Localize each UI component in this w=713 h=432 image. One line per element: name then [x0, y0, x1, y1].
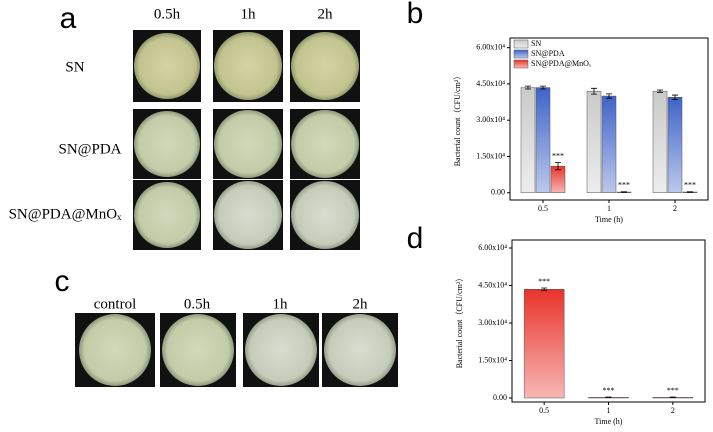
panel-label: c — [55, 265, 70, 298]
bar — [535, 87, 551, 193]
column-label: 0.5h — [154, 6, 181, 22]
x-axis-title: Time (h) — [595, 417, 623, 426]
y-tick-label: 3.00x10⁴ — [478, 318, 507, 327]
column-label: 0.5h — [184, 296, 211, 312]
y-tick-label: 6.00x10⁴ — [476, 42, 505, 51]
y-tick-label: 0.00 — [493, 393, 507, 402]
bar — [667, 96, 683, 193]
error-bar — [657, 89, 663, 93]
error-bar — [591, 87, 597, 95]
chart: d 0.00 1.50x10⁴ 3.00x10⁴ 4.50x10⁴ 6.00x10⁴ Bac… — [407, 222, 706, 426]
error-bar — [605, 396, 612, 398]
column-label: control — [94, 296, 137, 312]
bar — [652, 90, 668, 193]
y-tick-label: 6.00x10⁴ — [478, 243, 507, 252]
x-tick-label: 0.5 — [538, 204, 548, 213]
panel-label: b — [407, 0, 424, 30]
x-tick-label: 1 — [607, 204, 611, 213]
legend-swatch — [513, 49, 529, 59]
bar — [520, 87, 536, 193]
row-label: SN — [65, 59, 84, 75]
significance-label: *** — [603, 386, 615, 395]
row-label: SN@PDA@MnOₓ — [9, 206, 122, 222]
error-bar — [540, 85, 546, 90]
x-tick-label: 2 — [671, 406, 675, 415]
panel-a: a 0.5h 1h 2h SN SN@PDA SN@PDA@MnOₓ — [9, 2, 360, 250]
column-label: 1h — [273, 296, 289, 312]
bar — [586, 90, 602, 193]
significance-label: *** — [618, 181, 630, 190]
x-tick-label: 2 — [673, 204, 677, 213]
error-bar — [606, 93, 612, 99]
chart: b 0.00 1.50x10⁴ 3.00x10⁴ 4.50x10⁴ 6.00x10⁴ Bac… — [407, 0, 709, 224]
legend-label: SN — [531, 39, 541, 48]
legend-label: SN@PDA — [531, 49, 565, 58]
y-axis-title: Bacterial count（CFU/cm²） — [455, 274, 464, 369]
y-tick-label: 1.50x10⁴ — [478, 355, 507, 364]
y-axis-title: Bacterial count（CFU/cm²） — [453, 72, 462, 167]
legend-label: SN@PDA@MnOₓ — [531, 59, 592, 68]
y-tick-label: 1.50x10⁴ — [476, 151, 505, 160]
x-tick-label: 1 — [607, 406, 611, 415]
significance-label: *** — [667, 386, 679, 395]
y-tick-label: 4.50x10⁴ — [478, 280, 507, 289]
error-bar — [672, 94, 678, 100]
x-axis-title: Time (h) — [595, 215, 623, 224]
plate-photos — [75, 313, 398, 387]
x-tick-label: 0.5 — [539, 406, 549, 415]
error-bar — [541, 287, 548, 291]
panel-label: a — [60, 2, 77, 35]
column-label: 2h — [353, 296, 369, 312]
y-tick-label: 0.00 — [491, 188, 505, 197]
legend-swatch — [513, 39, 529, 49]
panel-label: d — [407, 222, 424, 255]
error-bar — [555, 162, 561, 171]
plate-photos — [133, 30, 360, 250]
error-bar — [525, 85, 531, 90]
significance-label: *** — [552, 151, 564, 160]
significance-label: *** — [538, 277, 550, 286]
column-label: 1h — [241, 6, 257, 22]
legend-swatch — [513, 59, 529, 69]
bar — [523, 289, 565, 399]
panel-c: c control 0.5h 1h 2h — [55, 265, 398, 387]
column-label: 2h — [318, 6, 334, 22]
error-bar — [669, 396, 676, 398]
y-tick-label: 3.00x10⁴ — [476, 115, 505, 124]
significance-label: *** — [684, 181, 696, 190]
row-label: SN@PDA — [59, 141, 122, 157]
y-tick-label: 4.50x10⁴ — [476, 79, 505, 88]
bar — [601, 95, 617, 193]
